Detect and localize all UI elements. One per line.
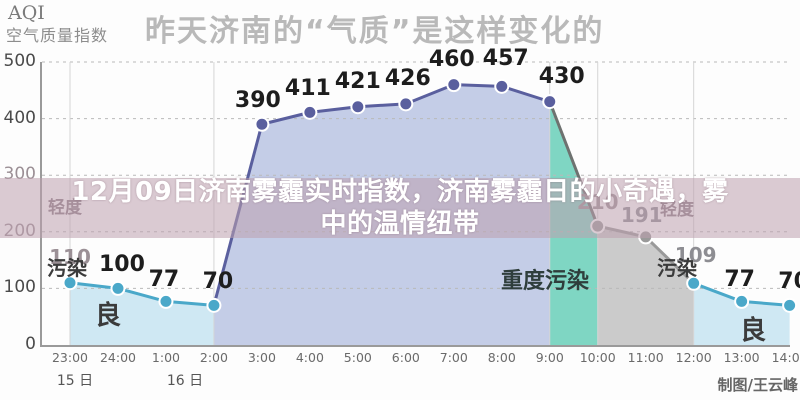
x-axis-tick: 2:00 [199, 350, 228, 365]
x-axis-line [40, 345, 790, 347]
data-point-marker [206, 297, 222, 313]
caption-line-1: 12月09日济南雾霾实时指数，济南雾霾日的小奇遇，雾 [71, 177, 729, 207]
x-axis-tick: 9:00 [535, 350, 564, 365]
data-point-marker [782, 297, 798, 313]
chart-title: 昨天济南的“气质”是这样变化的 [145, 14, 605, 49]
y-axis-tick: 400 [3, 107, 36, 128]
caption-overlay-band [0, 178, 800, 238]
band-label-light-left-2: 污染 [47, 256, 87, 280]
data-point-marker [542, 94, 558, 110]
x-axis-tick: 11:00 [627, 350, 664, 365]
band-label-severe: 重度污染 [501, 269, 590, 294]
data-point-label: 457 [482, 46, 529, 72]
band-label-light-right-2: 污染 [657, 256, 697, 280]
data-point-label: 390 [234, 88, 281, 114]
data-point-marker [398, 96, 414, 112]
x-axis-tick: 3:00 [247, 350, 276, 365]
aqi-abbreviation-label: AQI [8, 2, 45, 24]
x-axis-tick: 5:00 [343, 350, 372, 365]
band-label-good-right: 良 [740, 316, 767, 346]
data-point-marker [62, 275, 78, 291]
data-point-label: 77 [724, 267, 755, 293]
data-point-label: 426 [384, 65, 431, 91]
caption-overlay-text: 12月09日济南雾霾实时指数，济南雾霾日的小奇遇，雾 中的温情纽带 [0, 176, 800, 240]
y-axis-tick: 500 [3, 51, 36, 71]
credit-label: 制图/王云峰 [717, 376, 798, 394]
data-point-marker [446, 77, 462, 93]
data-point-marker [158, 293, 174, 309]
y-axis-tick: 100 [3, 277, 36, 298]
x-axis-day-label: 15 日 [56, 373, 94, 389]
data-point-marker [302, 104, 318, 120]
x-axis-tick: 12:00 [675, 350, 712, 365]
x-axis-day-label: 16 日 [166, 373, 204, 389]
x-axis-tick: 6:00 [391, 350, 420, 365]
data-point-label: 421 [334, 68, 381, 94]
x-axis-tick: 8:00 [487, 350, 516, 365]
data-point-label: 70 [778, 269, 800, 295]
data-point-marker [254, 116, 270, 132]
data-point-label: 77 [148, 267, 180, 293]
band-label-good-left: 良 [95, 301, 122, 331]
x-axis-tick: 13:00 [723, 350, 760, 365]
x-axis-tick: 4:00 [295, 350, 324, 365]
data-point-label: 70 [202, 269, 234, 295]
data-point-label: 110 [49, 244, 91, 269]
caption-line-2: 中的温情纽带 [320, 209, 480, 239]
data-point-marker [686, 275, 702, 291]
data-point-marker [734, 293, 750, 309]
data-point-marker [110, 280, 126, 296]
data-point-label: 430 [538, 63, 585, 89]
x-axis-tick: 1:00 [151, 350, 180, 365]
aqi-chinese-label: 空气质量指数 [6, 26, 109, 45]
data-point-label: 411 [284, 76, 331, 102]
y-axis-tick: 0 [25, 334, 36, 354]
data-point-marker [350, 99, 366, 115]
x-axis-tick: 14:00 [771, 350, 800, 365]
x-axis-tick: 7:00 [439, 350, 468, 365]
data-point-marker [494, 78, 510, 94]
x-axis-tick: 23:00 [51, 350, 89, 365]
x-axis-tick: 10:00 [579, 350, 616, 365]
data-point-label: 109 [674, 243, 717, 268]
x-axis-tick: 24:00 [99, 350, 136, 365]
data-point-label: 460 [428, 46, 475, 72]
data-point-label: 100 [99, 252, 145, 278]
